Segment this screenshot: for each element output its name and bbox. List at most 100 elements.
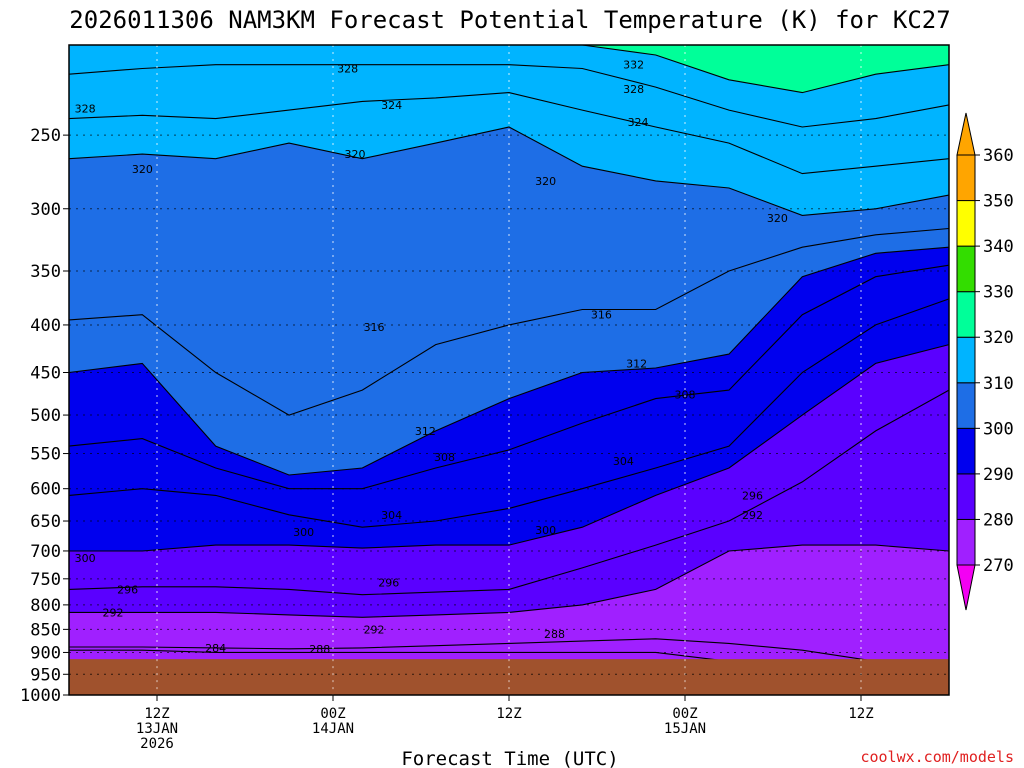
colorbar-label: 360 (983, 146, 1014, 166)
contour-label: 296 (117, 583, 138, 596)
contour-label-text: 300 (535, 524, 556, 537)
contour-label-text: 308 (675, 388, 696, 401)
contour-label: 300 (535, 524, 556, 537)
colorbar-segment (956, 473, 976, 520)
plot-area: 328 332 328 324 328 324 320 320 320 320 316 316 312 3… (68, 44, 950, 696)
y-tick-label: 250 (30, 126, 61, 146)
isotherm-324 (68, 92, 950, 175)
contour-label: 332 (623, 59, 644, 72)
colorbar-label: 340 (983, 237, 1014, 257)
contour-label: 320 (535, 175, 556, 188)
y-tick-label: 900 (30, 643, 61, 663)
colorbar-label: 350 (983, 192, 1014, 212)
y-tick-label: 400 (30, 316, 61, 336)
y-tick-label: 650 (30, 512, 61, 532)
x-tick-label: 2026 (140, 736, 174, 752)
contour-label: 316 (364, 321, 385, 334)
contour-label-text: 308 (434, 451, 455, 464)
colorbar-label: 320 (983, 328, 1014, 348)
isotherm-308 (68, 264, 950, 490)
contour-label-text: 296 (378, 577, 399, 590)
colorbar-label: 330 (983, 283, 1014, 303)
isotherm-328 (68, 64, 950, 128)
isotherm-300 (69, 344, 950, 552)
y-tick-label: 350 (30, 262, 61, 282)
contour-label: 296 (742, 489, 763, 502)
contour-label: 288 (309, 643, 330, 656)
contour-label: 316 (591, 309, 612, 322)
y-axis: 250 300 350 400 450 500 550 600 650 700 750 800 850 9… (20, 126, 69, 706)
contour-label-text: 296 (742, 489, 763, 502)
contour-label-text: 292 (742, 509, 763, 522)
x-tick-label: 13JAN (136, 721, 178, 737)
x-tick-label: 12Z (848, 706, 873, 722)
contour-label-text: 324 (628, 116, 649, 129)
contour-label: 312 (415, 425, 436, 438)
colorbar-label: 300 (983, 419, 1014, 439)
watermark: coolwx.com/models (860, 748, 1014, 766)
contour-label: 300 (75, 552, 96, 565)
contour-label: 308 (434, 451, 455, 464)
chart-title: 2026011306 NAM3KM Forecast Potential Tem… (69, 6, 950, 34)
contour-label: 304 (381, 509, 402, 522)
contour-label: 324 (381, 99, 402, 112)
contour-label: 292 (103, 606, 124, 619)
y-tick-label: 850 (30, 620, 61, 640)
contour-label-text: 288 (544, 628, 565, 641)
contour-label-text: 320 (535, 175, 556, 188)
y-tick-label: 800 (30, 596, 61, 616)
contour-label-text: 304 (381, 509, 402, 522)
colorbar-segment (956, 154, 976, 202)
contour-label-text: 320 (345, 148, 366, 161)
colorbar-segment (956, 427, 976, 475)
colorbar-segment (956, 200, 976, 247)
contour-label: 304 (613, 455, 634, 468)
y-tick-label: 600 (30, 480, 61, 500)
colorbar-arrow-high (956, 112, 976, 156)
contour-label: 320 (132, 163, 153, 176)
contour-label: 288 (544, 628, 565, 641)
isotherm-288 (69, 638, 949, 662)
y-tick-label: 450 (30, 364, 61, 384)
contour-label: 292 (364, 623, 385, 636)
colorbar-label: 310 (983, 374, 1014, 394)
contour-label-text: 328 (623, 83, 644, 96)
contour-label-text: 312 (626, 357, 647, 370)
x-tick-label: 15JAN (664, 721, 706, 737)
contour-label-text: 316 (591, 309, 612, 322)
x-axis-title: Forecast Time (UTC) (401, 748, 618, 768)
y-tick-label: 550 (30, 445, 61, 465)
contour-label: 324 (628, 116, 649, 129)
colorbar-segment (956, 291, 976, 338)
y-tick-label: 500 (30, 406, 61, 426)
contour-label-text: 328 (337, 63, 358, 76)
contour-label-text: 316 (364, 321, 385, 334)
contour-label-text: 320 (132, 163, 153, 176)
isotherm-320 (68, 126, 950, 216)
contour-label-text: 328 (75, 102, 96, 115)
contour-label-text: 284 (205, 642, 226, 655)
colorbar-segment (956, 336, 976, 384)
colorbar-segment (956, 382, 976, 429)
contour-label-text: 292 (103, 606, 124, 619)
x-tick-label: 14JAN (312, 721, 354, 737)
y-tick-label: 950 (30, 665, 61, 685)
x-tick-label: 00Z (672, 706, 697, 722)
isotherm-296 (68, 389, 950, 596)
contour-label: 312 (626, 357, 647, 370)
y-tick-label: 1000 (20, 686, 61, 706)
contour-label: 308 (675, 388, 696, 401)
contour-label: 328 (623, 83, 644, 96)
band-fill-332 (69, 45, 949, 93)
contour-label-text: 288 (309, 643, 330, 656)
contour-label-text: 304 (613, 455, 634, 468)
contour-label-text: 300 (293, 526, 314, 539)
contour-label-text: 324 (381, 99, 402, 112)
colorbar-arrow-low (956, 564, 976, 611)
contour-label-text: 296 (117, 583, 138, 596)
contour-label: 328 (337, 63, 358, 76)
colorbar-segment (956, 245, 976, 293)
contour-label: 296 (378, 577, 399, 590)
